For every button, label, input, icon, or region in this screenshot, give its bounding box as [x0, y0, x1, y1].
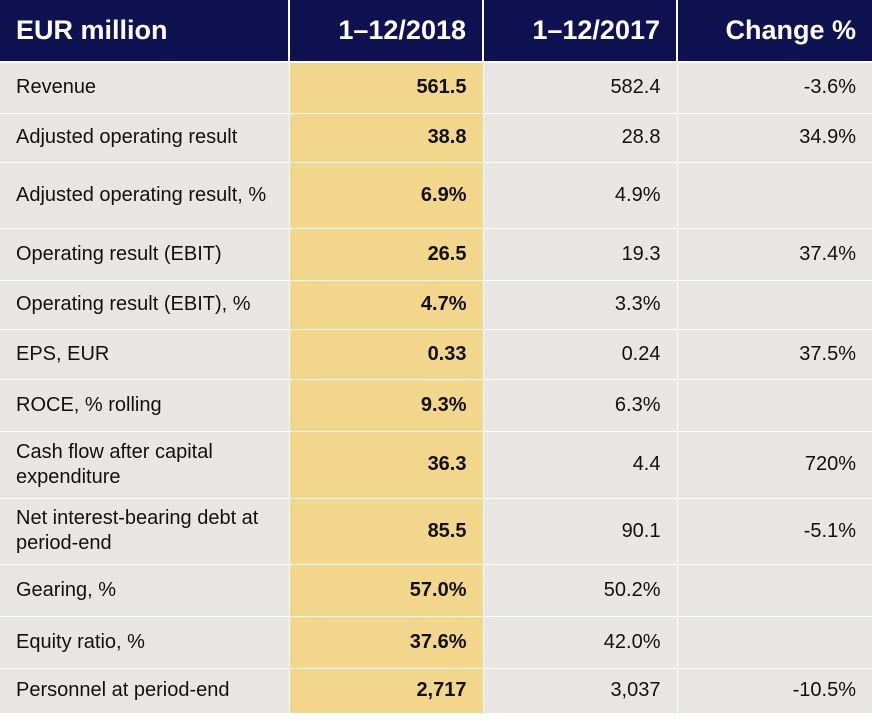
table-row: ROCE, % rolling 9.3% 6.3%	[0, 379, 872, 432]
row-label: Revenue	[0, 62, 290, 114]
value-2017: 4.4	[483, 431, 678, 499]
value-change	[677, 616, 872, 669]
table-row: Personnel at period-end 2,717 3,037 -10.…	[0, 668, 872, 714]
header-row: EUR million 1–12/2018 1–12/2017 Change %	[0, 0, 872, 63]
value-change	[677, 162, 872, 229]
value-2017: 582.4	[483, 62, 678, 114]
table-row: Revenue 561.5 582.4 -3.6%	[0, 62, 872, 114]
value-2018: 9.3%	[289, 379, 484, 432]
value-2018: 38.8	[289, 113, 484, 163]
row-label: EPS, EUR	[0, 329, 290, 380]
row-label: Operating result (EBIT)	[0, 228, 290, 281]
table-row: Cash flow after capital expenditure 36.3…	[0, 431, 872, 499]
value-2018: 85.5	[289, 498, 484, 565]
value-change: 720%	[677, 431, 872, 499]
value-2017: 3.3%	[483, 280, 678, 330]
value-change	[677, 379, 872, 432]
value-2017: 28.8	[483, 113, 678, 163]
row-label: Operating result (EBIT), %	[0, 280, 290, 330]
header-2017: 1–12/2017	[483, 0, 678, 63]
value-change: -5.1%	[677, 498, 872, 565]
value-2017: 4.9%	[483, 162, 678, 229]
row-label: Personnel at period-end	[0, 668, 290, 714]
row-label: Net interest-bearing debt at period-end	[0, 498, 290, 565]
table-row: Net interest-bearing debt at period-end …	[0, 498, 872, 565]
table-row: Equity ratio, % 37.6% 42.0%	[0, 616, 872, 669]
header-change: Change %	[677, 0, 872, 63]
value-2017: 0.24	[483, 329, 678, 380]
value-2018: 37.6%	[289, 616, 484, 669]
header-2018: 1–12/2018	[289, 0, 484, 63]
row-label: ROCE, % rolling	[0, 379, 290, 432]
value-2018: 57.0%	[289, 564, 484, 617]
value-2018: 0.33	[289, 329, 484, 380]
table-row: Operating result (EBIT) 26.5 19.3 37.4%	[0, 228, 872, 281]
row-label: Adjusted operating result	[0, 113, 290, 163]
value-change: -3.6%	[677, 62, 872, 114]
value-2018: 36.3	[289, 431, 484, 499]
value-change: 37.4%	[677, 228, 872, 281]
row-label: Cash flow after capital expenditure	[0, 431, 290, 499]
value-2018: 6.9%	[289, 162, 484, 229]
header-metric: EUR million	[0, 0, 290, 63]
table-row: Adjusted operating result, % 6.9% 4.9%	[0, 162, 872, 229]
value-2018: 561.5	[289, 62, 484, 114]
row-label: Gearing, %	[0, 564, 290, 617]
value-2017: 19.3	[483, 228, 678, 281]
value-2017: 50.2%	[483, 564, 678, 617]
value-change: -10.5%	[677, 668, 872, 714]
table-row: EPS, EUR 0.33 0.24 37.5%	[0, 329, 872, 380]
table-row: Gearing, % 57.0% 50.2%	[0, 564, 872, 617]
value-change: 37.5%	[677, 329, 872, 380]
table-row: Operating result (EBIT), % 4.7% 3.3%	[0, 280, 872, 330]
value-2017: 90.1	[483, 498, 678, 565]
value-2018: 26.5	[289, 228, 484, 281]
row-label: Equity ratio, %	[0, 616, 290, 669]
value-2018: 4.7%	[289, 280, 484, 330]
value-change: 34.9%	[677, 113, 872, 163]
value-2018: 2,717	[289, 668, 484, 714]
value-2017: 3,037	[483, 668, 678, 714]
row-label: Adjusted operating result, %	[0, 162, 290, 229]
value-change	[677, 280, 872, 330]
table-row: Adjusted operating result 38.8 28.8 34.9…	[0, 113, 872, 163]
value-2017: 42.0%	[483, 616, 678, 669]
value-change	[677, 564, 872, 617]
value-2017: 6.3%	[483, 379, 678, 432]
